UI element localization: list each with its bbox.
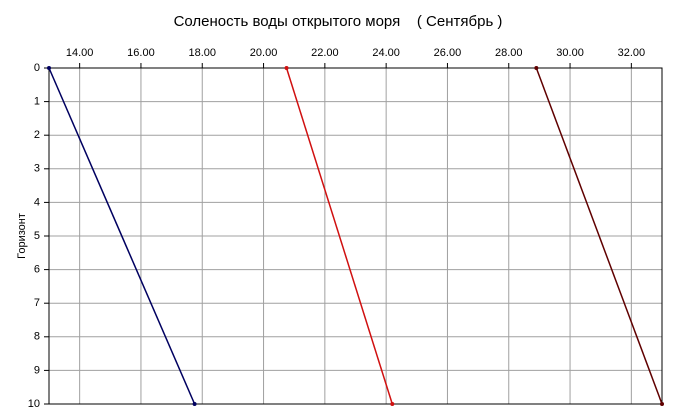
data-point: [192, 402, 197, 406]
y-tick-label: 9: [34, 364, 40, 376]
y-tick-label: 3: [34, 163, 40, 175]
y-tick-label: 6: [34, 264, 40, 276]
y-tick-label: 7: [34, 297, 40, 309]
x-tick-label: 28.00: [495, 47, 523, 59]
y-tick-label: 2: [34, 129, 40, 141]
y-tick-label: 4: [34, 196, 40, 208]
data-point: [390, 402, 395, 406]
y-tick-label: 1: [34, 96, 40, 108]
y-tick-label: 10: [28, 398, 40, 410]
series-line: [48, 67, 196, 405]
y-axis-label: Горизонт: [16, 213, 28, 259]
x-tick-label: 30.00: [556, 47, 584, 59]
y-tick-label: 8: [34, 331, 40, 343]
series-line: [535, 67, 663, 405]
x-tick-label: 20.00: [250, 47, 278, 59]
x-tick-label: 22.00: [311, 47, 339, 59]
x-tick-label: 16.00: [127, 47, 155, 59]
chart-title: Соленость воды открытого моря ( Сентябрь…: [174, 13, 503, 30]
x-tick-label: 24.00: [372, 47, 400, 59]
data-point: [47, 66, 51, 70]
x-tick-label: 32.00: [618, 47, 646, 59]
plot-frame: [48, 67, 663, 405]
y-tick-label: 5: [34, 230, 40, 242]
data-point: [284, 66, 289, 70]
y-tick-label: 0: [34, 62, 40, 74]
x-tick-label: 14.00: [66, 47, 94, 59]
series-line: [285, 67, 393, 405]
x-tick-label: 26.00: [434, 47, 462, 59]
data-point: [660, 402, 664, 406]
data-point: [534, 66, 539, 70]
x-tick-label: 18.00: [188, 47, 216, 59]
